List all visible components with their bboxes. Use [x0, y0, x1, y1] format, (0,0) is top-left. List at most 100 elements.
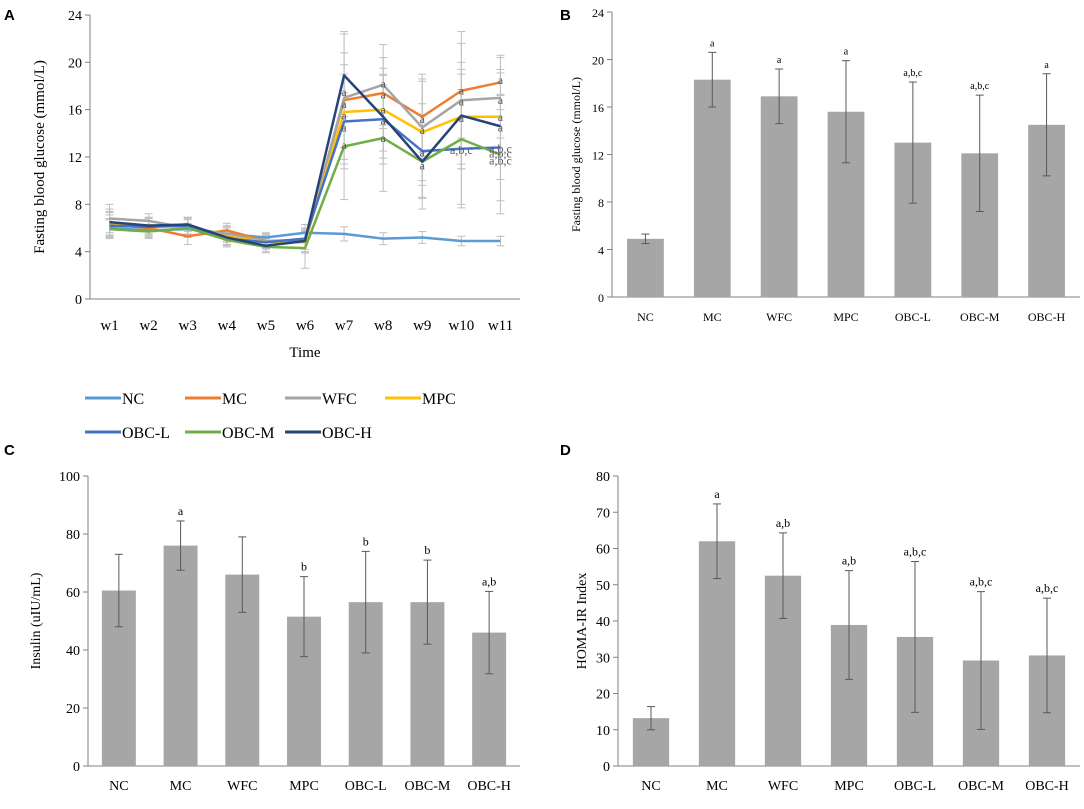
- series-line-obc-m: [109, 136, 501, 250]
- x-tick-label-mc: MC: [170, 779, 192, 794]
- annotation-label-13: a: [420, 158, 426, 172]
- x-tick-label-obc-l: OBC-L: [894, 779, 936, 794]
- legend-label-obc-m: OBC-M: [222, 425, 274, 442]
- x-tick-label-nc: NC: [641, 779, 660, 794]
- significance-label-wfc: a: [777, 55, 782, 66]
- panel-label-a: A: [4, 7, 15, 24]
- annotation-label-17: a,b,c: [450, 143, 473, 157]
- annotation-label-6: a: [381, 87, 387, 101]
- annotation-label-11: a: [420, 123, 426, 137]
- y-tick-label: 0: [603, 760, 610, 775]
- x-tick-label-wfc: WFC: [227, 779, 257, 794]
- y-tick-label: 20: [66, 702, 80, 717]
- panel-label-c: C: [4, 442, 15, 459]
- y-axis-title: Fasting blood glucose (mmol/L): [32, 60, 48, 254]
- x-tick-label-w5: w5: [257, 318, 275, 334]
- significance-label-wfc: a,b: [776, 516, 790, 530]
- x-tick-label-nc: NC: [109, 779, 128, 794]
- significance-label-obc-h: a,b,c: [1036, 581, 1059, 595]
- y-tick-label: 4: [75, 246, 82, 261]
- annotation-label-22: a,b,c: [489, 142, 512, 156]
- x-tick-label-w11: w11: [488, 318, 513, 334]
- annotation-label-20: a: [498, 110, 504, 124]
- y-tick-label: 70: [596, 506, 610, 521]
- significance-label-mc: a: [714, 487, 720, 501]
- annotation-label-24: a,b,c: [489, 154, 512, 168]
- y-tick-label: 12: [68, 151, 82, 166]
- bar-mc: [163, 545, 198, 766]
- y-tick-label: 100: [59, 470, 80, 485]
- annotation-label-15: a: [459, 94, 465, 108]
- annotation-label-2: a: [341, 109, 347, 123]
- x-tick-label-wfc: WFC: [766, 310, 792, 324]
- significance-label-obc-l: b: [363, 534, 369, 548]
- y-tick-label: 0: [75, 293, 82, 308]
- x-tick-label-w6: w6: [296, 318, 315, 334]
- chart-panel-b: 0 4 8 12 16 20 24 Fasting blood glucose (mmol/L…: [569, 6, 1080, 324]
- y-tick-label: 80: [596, 470, 610, 485]
- x-axis-title: Time: [289, 345, 320, 361]
- y-tick-label: 60: [66, 586, 80, 601]
- annotation-label-10: a: [420, 112, 426, 126]
- y-axis-title: Insulin (uIU/mL): [29, 572, 44, 669]
- x-tick-label-mpc: MPC: [834, 779, 864, 794]
- y-tick-label: 4: [598, 244, 604, 258]
- x-tick-label-obc-h: OBC-H: [467, 779, 511, 794]
- y-axis-title: Fasting blood glucose (mmol/L): [569, 77, 583, 232]
- x-tick-label-mpc: MPC: [289, 779, 319, 794]
- panel-label-b: B: [560, 7, 571, 24]
- legend-label-mc: MC: [222, 391, 247, 408]
- x-tick-label-mc: MC: [706, 779, 728, 794]
- x-tick-label-obc-m: OBC-M: [960, 310, 1000, 324]
- legend-label-obc-h: OBC-H: [322, 425, 372, 442]
- annotation-label-19: a: [498, 93, 504, 107]
- x-tick-label-obc-m: OBC-M: [404, 779, 450, 794]
- y-tick-label: 20: [596, 688, 610, 703]
- x-tick-label-w1: w1: [100, 318, 118, 334]
- significance-label-obc-l: a,b,c: [904, 545, 927, 559]
- annotation-label-8: a: [381, 113, 387, 127]
- x-tick-label-mc: MC: [703, 310, 722, 324]
- series-line-wfc: [109, 83, 501, 244]
- annotation-label-4: a: [341, 138, 347, 152]
- x-tick-label-obc-l: OBC-L: [895, 310, 931, 324]
- chart-panel-d: 0 10 20 30 40 50 60 70 80 HOMA-IR Index NC a MC a,b WF…: [575, 470, 1080, 794]
- x-tick-label-obc-m: OBC-M: [958, 779, 1004, 794]
- annotation-label-3: a: [341, 120, 347, 134]
- annotation-label-21: a: [498, 120, 504, 134]
- bar-wfc: [760, 96, 798, 297]
- y-tick-label: 16: [592, 101, 604, 115]
- panel-label-d: D: [560, 442, 571, 459]
- annotation-label-14: a: [459, 84, 465, 98]
- legend-label-obc-l: OBC-L: [122, 425, 170, 442]
- y-tick-label: 8: [75, 198, 82, 213]
- legend-label-mpc: MPC: [422, 391, 456, 408]
- significance-label-mc: a: [710, 38, 715, 49]
- y-tick-label: 12: [592, 149, 604, 163]
- significance-label-obc-h: a: [1044, 60, 1049, 71]
- y-tick-label: 80: [66, 528, 80, 543]
- chart-panel-a: 0 4 8 12 16 20 24 Fasting blood glucose (mmol/L…: [32, 9, 520, 361]
- significance-label-mpc: a,b: [842, 554, 856, 568]
- bar-mc: [693, 79, 731, 297]
- annotation-label-1: a: [341, 97, 347, 111]
- series-line-mc: [109, 81, 501, 243]
- annotation-label-16: a: [459, 111, 465, 125]
- y-tick-label: 24: [68, 9, 82, 24]
- significance-label-obc-m: a,b,c: [970, 575, 993, 589]
- annotation-label-0: a: [341, 85, 347, 99]
- y-tick-label: 0: [73, 760, 80, 775]
- x-tick-label-w7: w7: [335, 318, 354, 334]
- x-tick-label-w4: w4: [218, 318, 237, 334]
- x-tick-label-w10: w10: [448, 318, 474, 334]
- annotation-label-23: a,b,c: [489, 146, 512, 160]
- chart-panel-c: 0 20 40 60 80 100 Insulin (uIU/mL) NC a MC WFC b MPC…: [29, 470, 520, 794]
- y-tick-label: 40: [596, 615, 610, 630]
- legend-label-wfc: WFC: [322, 391, 357, 408]
- x-tick-label-w8: w8: [374, 318, 392, 334]
- significance-label-mpc: b: [301, 560, 307, 574]
- x-tick-label-obc-h: OBC-H: [1025, 779, 1069, 794]
- y-tick-label: 20: [68, 56, 82, 71]
- x-tick-label-w3: w3: [179, 318, 197, 334]
